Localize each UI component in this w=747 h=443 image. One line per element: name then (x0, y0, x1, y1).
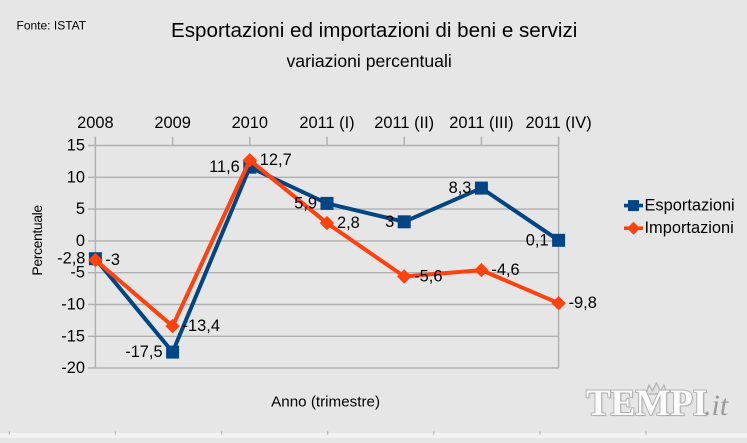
svg-text:-10: -10 (61, 296, 85, 314)
svg-text:-5: -5 (70, 264, 85, 282)
svg-text:TEMPI: TEMPI (586, 383, 707, 424)
svg-text:3: 3 (385, 213, 394, 231)
svg-text:0,1: 0,1 (526, 231, 549, 249)
svg-text:2011 (III): 2011 (III) (449, 114, 513, 132)
svg-text:2011 (IV): 2011 (IV) (525, 114, 591, 132)
svg-text:-15: -15 (61, 327, 85, 345)
svg-text:Importazioni: Importazioni (645, 219, 734, 237)
svg-text:.it: .it (704, 389, 729, 422)
svg-text:-3: -3 (105, 251, 120, 269)
svg-text:2009: 2009 (154, 114, 190, 132)
svg-text:10: 10 (67, 168, 85, 186)
svg-text:-17,5: -17,5 (125, 343, 162, 361)
svg-text:0: 0 (76, 232, 85, 250)
svg-text:11,6: 11,6 (209, 158, 240, 176)
svg-text:2011 (II): 2011 (II) (374, 114, 434, 132)
svg-text:2008: 2008 (77, 114, 113, 132)
svg-text:Esportazioni: Esportazioni (645, 197, 735, 215)
svg-text:2010: 2010 (232, 114, 268, 132)
svg-text:Esportazioni ed importazioni d: Esportazioni ed importazioni di beni e s… (171, 19, 577, 42)
svg-text:15: 15 (67, 137, 85, 155)
svg-text:Anno (trimestre): Anno (trimestre) (271, 394, 380, 411)
svg-text:8,3: 8,3 (449, 179, 472, 197)
svg-text:-4,6: -4,6 (491, 261, 519, 279)
svg-text:-9,8: -9,8 (569, 294, 597, 312)
svg-text:12,7: 12,7 (260, 151, 292, 169)
svg-text:-2,8: -2,8 (57, 250, 85, 268)
svg-text:-5,6: -5,6 (414, 268, 442, 286)
svg-text:2011 (I): 2011 (I) (299, 114, 354, 132)
svg-text:variazioni percentuali: variazioni percentuali (287, 51, 452, 71)
svg-text:5: 5 (76, 200, 85, 218)
svg-text:-13,4: -13,4 (183, 317, 220, 335)
svg-text:2,8: 2,8 (337, 214, 360, 232)
svg-text:TEMPI: TEMPI (588, 385, 709, 426)
svg-text:-20: -20 (61, 359, 85, 377)
svg-text:5,9: 5,9 (294, 194, 317, 212)
svg-text:Fonte: ISTAT: Fonte: ISTAT (17, 18, 87, 32)
svg-text:Percentuale: Percentuale (29, 205, 45, 276)
